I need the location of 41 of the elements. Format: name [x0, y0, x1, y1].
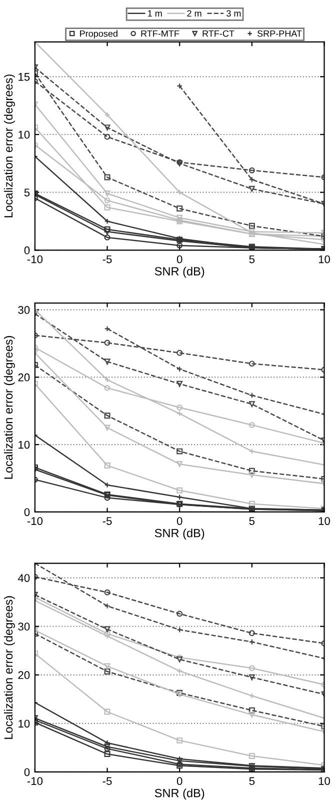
- x-axis-title: SNR (dB): [154, 266, 204, 278]
- x-tick-label: -10: [27, 777, 43, 785]
- x-tick-label: 5: [249, 255, 255, 264]
- y-tick-label: 20: [18, 671, 30, 680]
- x-tick-label: 0: [176, 777, 182, 785]
- x-tick-label: -10: [27, 255, 43, 264]
- x-tick-label: 10: [318, 255, 330, 264]
- x-axis-title: SNR (dB): [154, 788, 204, 800]
- x-tick-label: -5: [102, 517, 112, 525]
- x-tick-label: -10: [27, 517, 43, 525]
- text: 2 m: [187, 10, 202, 16]
- y-tick-label: 10: [18, 440, 30, 449]
- text: 3 m: [226, 10, 241, 17]
- y-tick-label: 30: [18, 622, 30, 631]
- x-tick-label: 0: [176, 255, 182, 264]
- y-tick-label: 0: [24, 508, 30, 516]
- text: 1 m: [148, 10, 162, 16]
- x-tick-label: 10: [318, 517, 330, 525]
- x-tick-label: 0: [176, 517, 182, 525]
- y-tick-label: 10: [18, 130, 30, 139]
- y-tick-label: 30: [18, 306, 30, 314]
- x-tick-label: -5: [102, 255, 112, 264]
- x-tick-label: 5: [249, 517, 255, 525]
- x-tick-label: -5: [102, 777, 112, 785]
- text: RTF-CT: [202, 30, 234, 37]
- y-axis-title: Localization error (degrees): [4, 336, 15, 479]
- y-axis-title: Localization error (degrees): [4, 74, 15, 218]
- y-tick-label: 15: [18, 73, 30, 81]
- y-tick-label: 20: [18, 373, 30, 382]
- text: RTF-MTF: [141, 30, 180, 37]
- y-tick-label: 5: [24, 188, 30, 196]
- text: SRP-PHAT: [257, 30, 302, 37]
- x-tick-label: 10: [318, 777, 330, 785]
- x-axis-title: SNR (dB): [154, 528, 204, 540]
- y-tick-label: 10: [18, 720, 30, 728]
- y-tick-label: 0: [24, 246, 30, 254]
- y-axis-title: Localization error (degrees): [4, 596, 15, 739]
- text: Proposed: [80, 30, 118, 39]
- x-tick-label: 5: [249, 777, 255, 785]
- y-tick-label: 40: [18, 574, 30, 582]
- y-tick-label: 0: [24, 768, 30, 776]
